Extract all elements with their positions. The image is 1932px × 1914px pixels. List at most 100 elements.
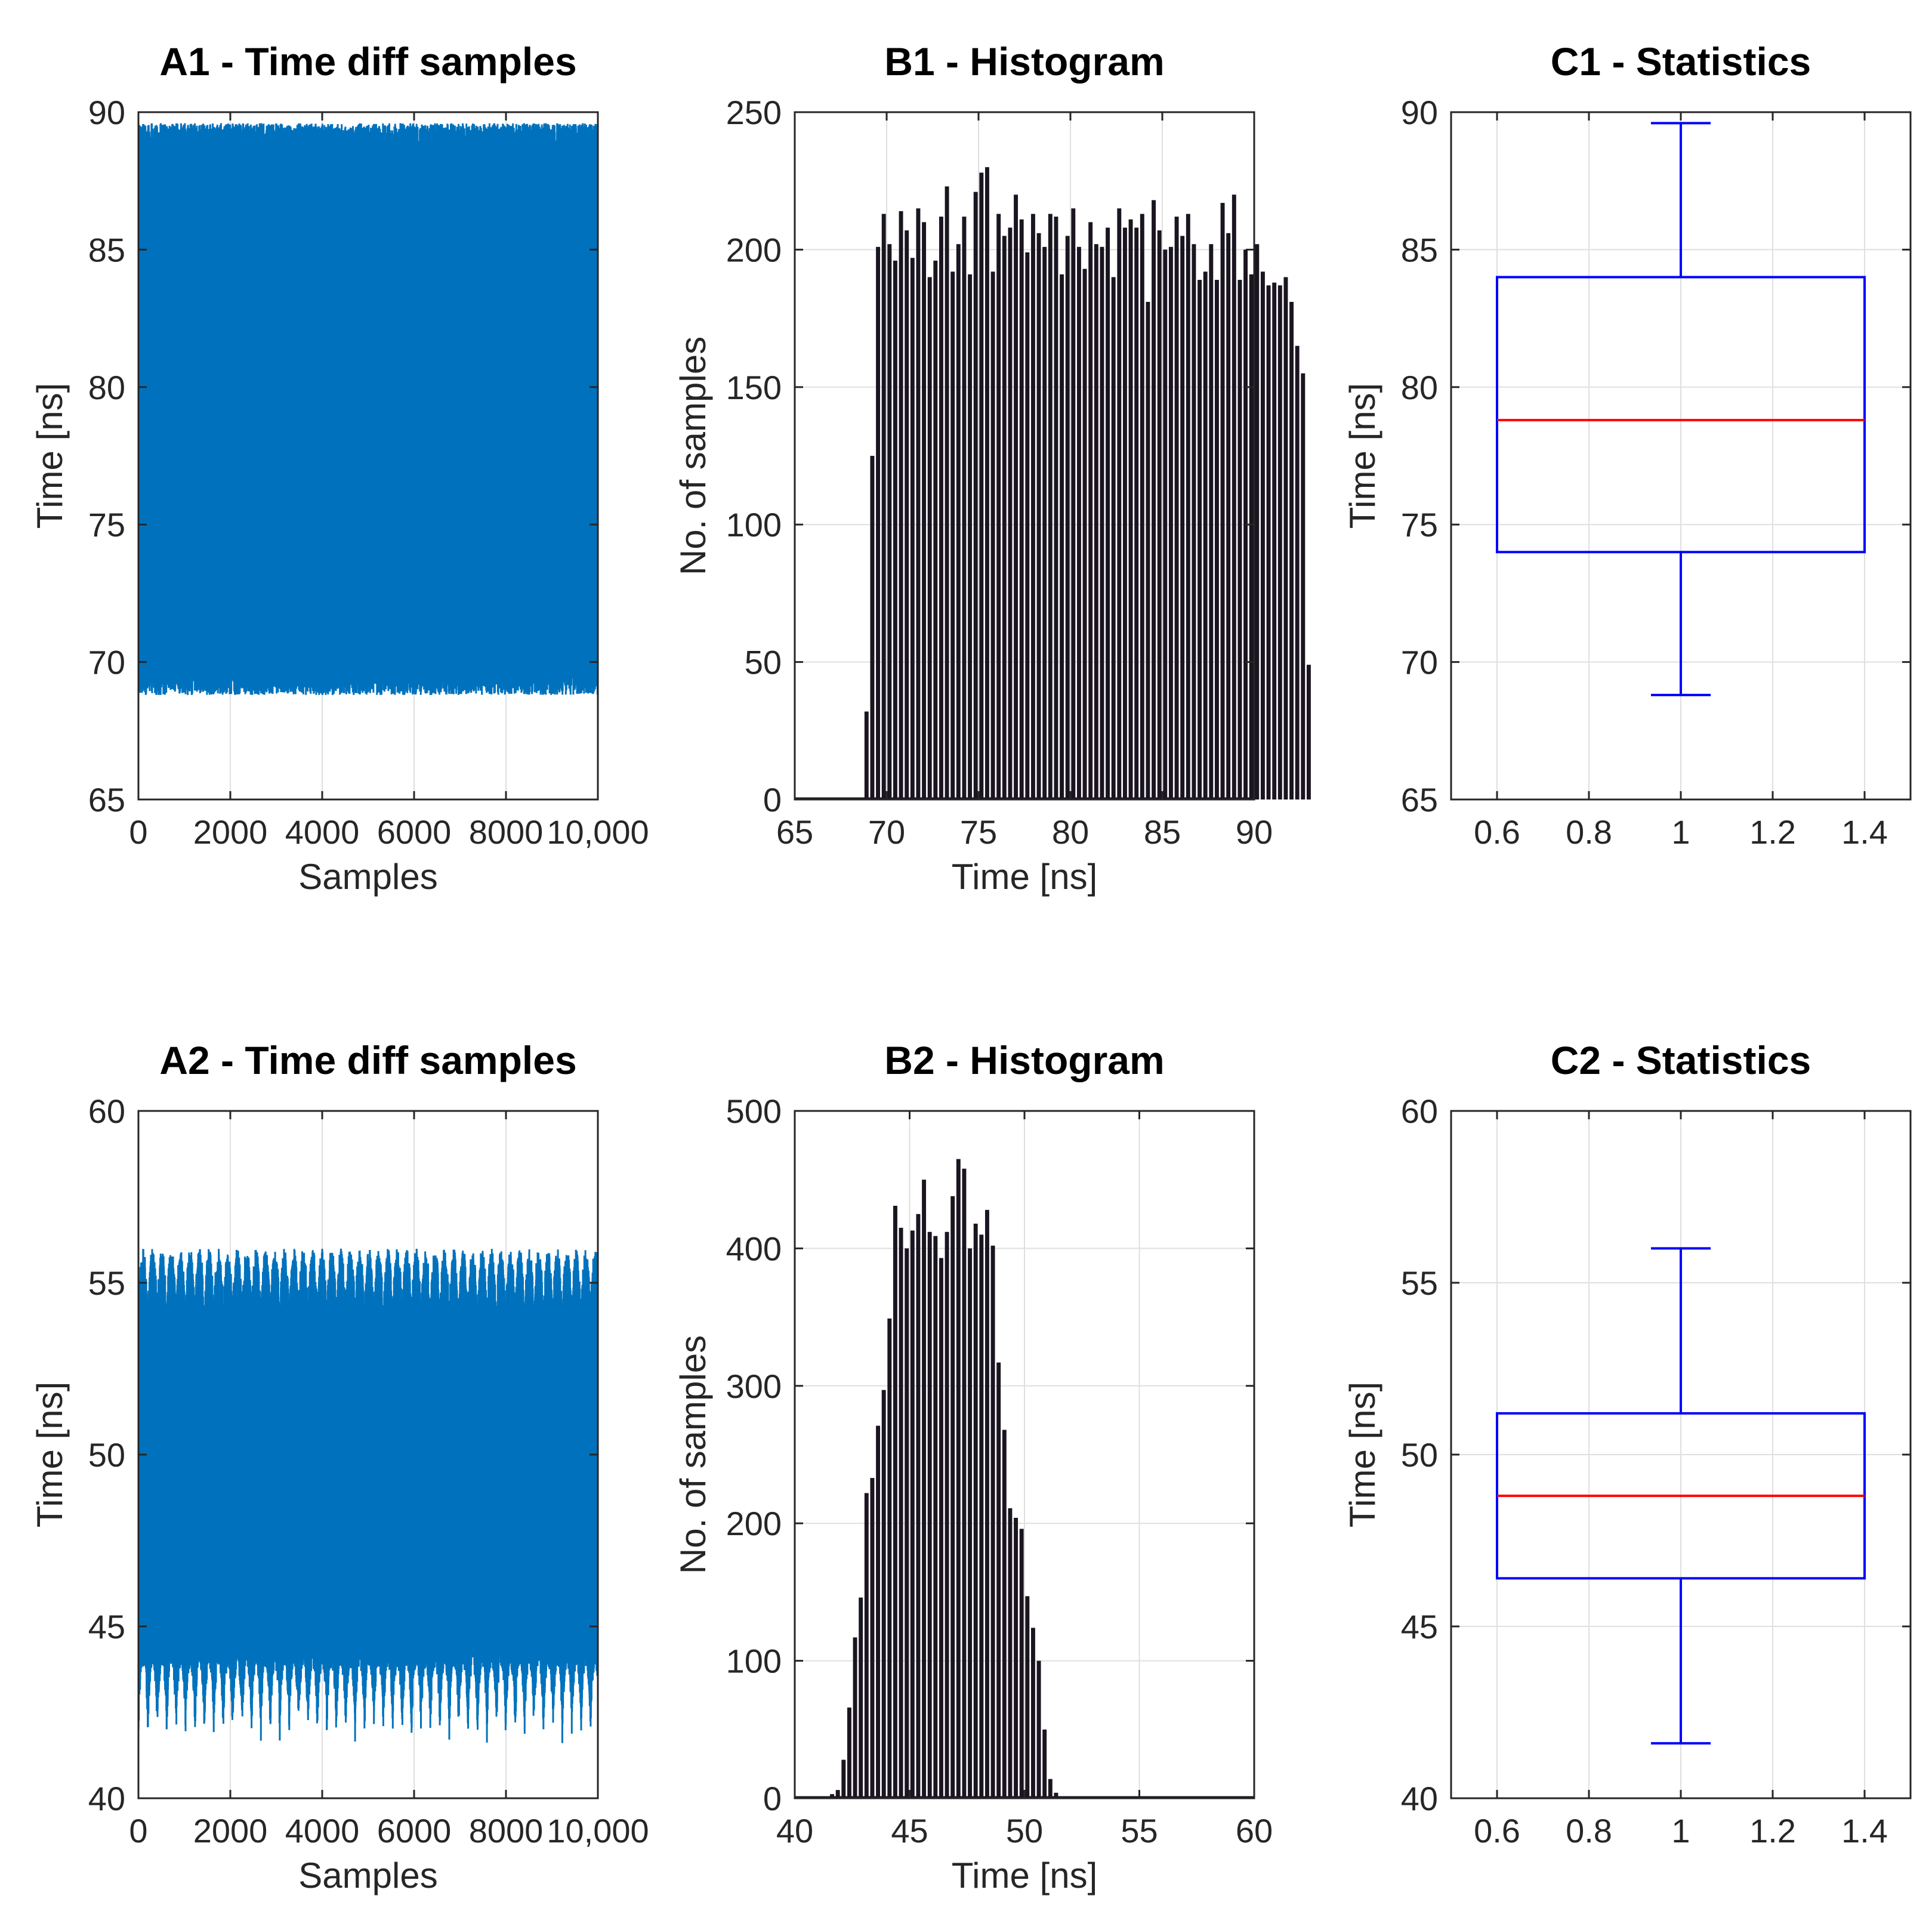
histogram-bar — [1071, 208, 1076, 799]
histogram-bar — [905, 1248, 909, 1798]
y-tick-label: 0 — [763, 1780, 782, 1817]
histogram-bar — [1301, 373, 1306, 799]
histogram-bar — [876, 246, 881, 799]
histogram-bar — [1065, 236, 1070, 799]
histogram-bar — [876, 1425, 881, 1798]
panel-c2: 0.6 0.8 1 1.2 1.4 40 45 50 55 60 C2 - Statistics Ti… — [1342, 1038, 1912, 1850]
histogram-bar — [973, 1223, 978, 1798]
y-tick-label: 90 — [88, 94, 125, 131]
y-tick-label: 300 — [726, 1367, 782, 1405]
histogram-bar — [1019, 1529, 1024, 1798]
x-tick-label: 1 — [1671, 813, 1690, 851]
y-tick-label: 60 — [1401, 1092, 1438, 1130]
histogram-bar — [870, 456, 875, 799]
histogram-bar — [1157, 230, 1162, 799]
histogram-bar — [893, 260, 897, 799]
x-tick-label: 8000 — [469, 813, 544, 851]
histogram-bar — [1014, 1517, 1019, 1798]
x-tick-label: 6000 — [377, 813, 452, 851]
axes-frame — [794, 111, 1255, 801]
histogram-bar — [1048, 1779, 1053, 1798]
histogram-bar — [1014, 195, 1019, 799]
y-tick-label: 65 — [1401, 781, 1438, 819]
histogram-bar — [956, 244, 961, 800]
chart-title: C1 - Statistics — [1551, 39, 1811, 84]
histogram-bar — [870, 1478, 875, 1798]
histogram-bar — [1060, 274, 1064, 799]
y-tick-label: 80 — [88, 369, 125, 406]
series-band — [142, 1385, 594, 1592]
x-tick-label: 1.2 — [1749, 1812, 1796, 1850]
y-tick-label: 45 — [1401, 1608, 1438, 1646]
histogram-bar — [887, 1318, 892, 1798]
histogram-bar — [1094, 244, 1098, 800]
x-tick-label: 1.4 — [1841, 1812, 1888, 1850]
x-tick-label: 0 — [129, 813, 147, 851]
histogram-bar — [881, 214, 886, 800]
x-axis-label: Time [ns] — [952, 857, 1097, 897]
histogram-bar — [1174, 217, 1179, 799]
tick-marks — [794, 1110, 1255, 1799]
histogram-bar — [1030, 214, 1035, 800]
histogram-bar — [996, 1362, 1001, 1798]
y-tick-label: 70 — [1401, 644, 1438, 681]
histogram-bar — [1146, 301, 1150, 799]
panel-c1: 0.6 0.8 1 1.2 1.4 65 70 75 80 85 90 C1 - Statistics… — [1342, 39, 1912, 851]
histogram-bar — [1054, 217, 1058, 799]
histogram-bar — [1002, 1430, 1007, 1798]
y-tick-label: 55 — [1401, 1264, 1438, 1302]
x-tick-label: 10,000 — [547, 1812, 649, 1850]
histogram-bar — [881, 1390, 886, 1798]
y-tick-label: 150 — [726, 369, 782, 406]
y-tick-label: 100 — [726, 1643, 782, 1680]
x-axis-label: Time [ns] — [952, 1856, 1097, 1896]
histogram-bar — [1203, 271, 1208, 799]
x-tick-label: 60 — [1236, 1812, 1273, 1850]
y-axis-label: Time [ns] — [30, 1382, 70, 1527]
panel-b1: 65 70 75 80 85 90 0 50 100 150 200 250 B1 - Histogra… — [673, 39, 1311, 897]
histogram-bar — [864, 711, 869, 799]
histogram-bar — [847, 1707, 851, 1798]
histogram-bar — [1076, 246, 1081, 799]
histogram-bar — [859, 1597, 863, 1798]
histogram-bar — [1082, 268, 1087, 799]
histogram-bar — [910, 258, 915, 799]
histogram-bar — [968, 1248, 973, 1798]
histogram-bar — [899, 211, 903, 799]
histogram-bar — [990, 1245, 995, 1798]
x-tick-label: 50 — [1006, 1812, 1043, 1850]
x-tick-label: 40 — [776, 1812, 813, 1850]
histogram-bar — [1140, 214, 1144, 800]
y-tick-label: 65 — [88, 781, 125, 819]
histogram-bar — [933, 1236, 938, 1798]
tick-marks — [1451, 1110, 1911, 1799]
y-tick-label: 90 — [1401, 94, 1438, 131]
axes-frame — [137, 111, 599, 801]
histogram-bar — [1192, 244, 1196, 800]
histogram-bar — [1042, 246, 1047, 799]
histogram-bar — [1220, 203, 1225, 800]
y-tick-label: 75 — [88, 506, 125, 544]
x-tick-label: 0.8 — [1566, 813, 1612, 851]
y-tick-label: 55 — [88, 1264, 125, 1302]
histogram-bar — [922, 222, 927, 799]
histogram-bar — [984, 1209, 989, 1798]
chart-title: A2 - Time diff samples — [159, 1038, 576, 1082]
histogram-bar — [933, 260, 938, 799]
x-tick-label: 1 — [1671, 1812, 1690, 1850]
histogram-bar — [1030, 1628, 1035, 1798]
panel-b2: 40 45 50 55 60 0 100 200 300 400 500 B2 - Histogram… — [673, 1038, 1273, 1896]
y-tick-label: 75 — [1401, 506, 1438, 544]
histogram-bar — [1249, 274, 1254, 799]
panel-a2: 0 2000 4000 6000 8000 10,000 40 45 50 55 60 A2 - Ti… — [30, 1038, 649, 1896]
histogram-bar — [1283, 277, 1288, 800]
histogram-bar — [979, 1234, 984, 1798]
iqr-box — [1496, 276, 1866, 554]
histogram-bar — [962, 217, 967, 799]
y-tick-label: 50 — [88, 1436, 125, 1474]
y-tick-label: 0 — [763, 781, 782, 819]
y-tick-label: 500 — [726, 1092, 782, 1130]
x-tick-label: 0 — [129, 1812, 147, 1850]
x-tick-label: 75 — [960, 813, 997, 851]
histogram-bar — [945, 186, 949, 799]
